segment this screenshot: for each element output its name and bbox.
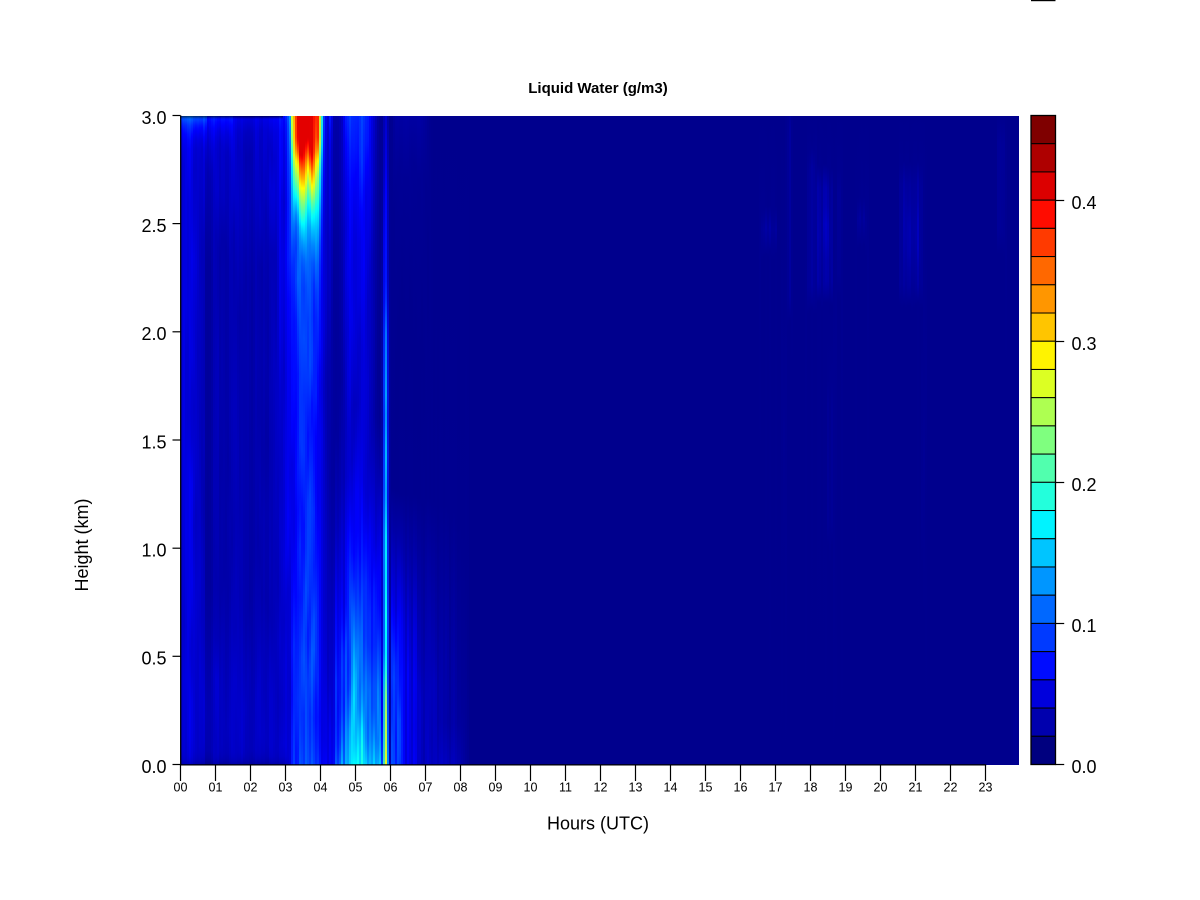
svg-text:04: 04 [314, 781, 328, 795]
svg-text:03: 03 [279, 781, 293, 795]
svg-text:Liquid Water (g/m3): Liquid Water (g/m3) [528, 80, 667, 97]
svg-text:18: 18 [804, 781, 818, 795]
svg-text:01: 01 [209, 781, 223, 795]
svg-text:05: 05 [349, 781, 363, 795]
svg-text:19: 19 [839, 781, 853, 795]
svg-text:Height (km): Height (km) [72, 498, 92, 591]
svg-text:0.1: 0.1 [1072, 616, 1097, 636]
svg-text:2.5: 2.5 [141, 216, 166, 236]
svg-text:21: 21 [909, 781, 923, 795]
svg-text:07: 07 [419, 781, 433, 795]
svg-text:02: 02 [244, 781, 258, 795]
svg-text:11: 11 [559, 781, 572, 795]
svg-text:0.0: 0.0 [141, 757, 166, 777]
svg-text:12: 12 [594, 781, 608, 795]
svg-text:22: 22 [944, 781, 958, 795]
svg-text:0.2: 0.2 [1072, 475, 1097, 495]
svg-text:23: 23 [979, 781, 993, 795]
svg-text:15: 15 [699, 781, 713, 795]
svg-text:1.5: 1.5 [141, 432, 166, 452]
svg-text:09: 09 [489, 781, 503, 795]
svg-text:13: 13 [629, 781, 643, 795]
svg-text:3.0: 3.0 [141, 108, 166, 128]
svg-text:0.3: 0.3 [1072, 334, 1097, 354]
svg-text:14: 14 [664, 781, 678, 795]
svg-text:06: 06 [384, 781, 398, 795]
svg-text:1.0: 1.0 [141, 541, 166, 561]
svg-text:Hours (UTC): Hours (UTC) [547, 814, 649, 834]
svg-text:2.0: 2.0 [141, 324, 166, 344]
svg-text:20: 20 [874, 781, 888, 795]
svg-text:0.5: 0.5 [141, 649, 166, 669]
svg-text:10: 10 [524, 781, 538, 795]
svg-text:17: 17 [769, 781, 783, 795]
svg-text:16: 16 [734, 781, 748, 795]
svg-text:00: 00 [174, 781, 188, 795]
svg-text:0.4: 0.4 [1072, 193, 1097, 213]
svg-text:0.0: 0.0 [1072, 757, 1097, 777]
svg-text:08: 08 [454, 781, 468, 795]
